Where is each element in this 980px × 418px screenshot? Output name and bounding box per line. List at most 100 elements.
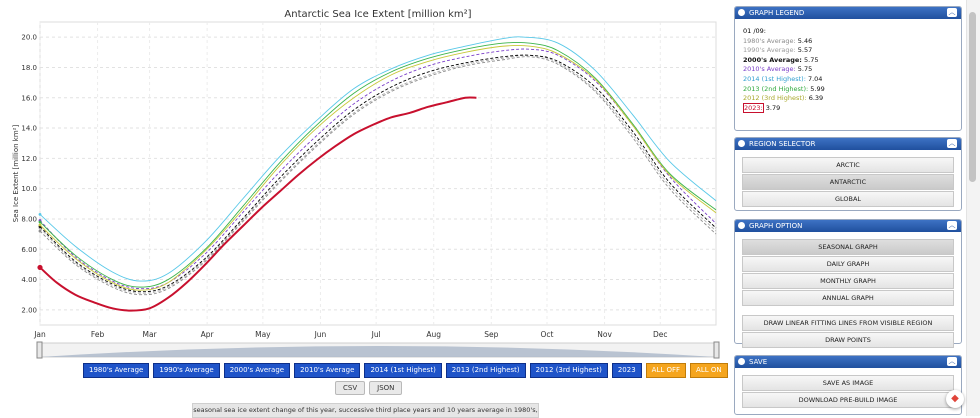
legend-panel: GRAPH LEGEND ︿ 01 /09: 1980's Average: 5…: [734, 6, 962, 131]
chart-title: Antarctic Sea Ice Extent [million km²]: [284, 9, 471, 20]
x-tick-label: May: [255, 330, 271, 339]
legend-item-value: 5.75: [801, 55, 819, 64]
legend-item: 2014 (1st Highest): 7.04: [743, 75, 953, 85]
assistant-icon[interactable]: ◆: [946, 390, 964, 408]
region-list: ARCTIC ANTARCTIC GLOBAL: [735, 150, 961, 207]
legend-item-label: 2014 (1st Highest):: [743, 74, 806, 83]
json-export-button[interactable]: JSON: [369, 381, 403, 395]
legend-item-label: 2012 (3rd Highest):: [743, 94, 807, 103]
graph-option-button[interactable]: DAILY GRAPH: [742, 256, 954, 272]
chevron-up-icon[interactable]: ︿: [947, 8, 957, 17]
series-toggle-button[interactable]: 2000's Average: [223, 363, 291, 378]
legend-item-value: 6.39: [806, 94, 824, 103]
region-button-global[interactable]: GLOBAL: [742, 191, 954, 207]
series-line-1990-s-average: [39, 54, 717, 294]
legend-item: 2000's Average: 5.75: [743, 56, 953, 66]
series-line-2013-2nd-highest-: [39, 41, 717, 288]
series-toggle-button[interactable]: 2014 (1st Highest): [364, 363, 442, 378]
graph-option-extra-button[interactable]: DRAW LINEAR FITTING LINES FROM VISIBLE R…: [742, 315, 954, 331]
x-tick-label: Oct: [541, 330, 554, 339]
legend-item-label: 2010's Average:: [743, 65, 796, 74]
series-line-2014-1st-highest-: [39, 36, 717, 282]
save-panel-header[interactable]: SAVE ︿: [735, 356, 961, 368]
region-button-arctic[interactable]: ARCTIC: [742, 157, 954, 173]
legend-item: 2010's Average: 5.75: [743, 65, 953, 75]
legend-panel-header[interactable]: GRAPH LEGEND ︿: [735, 7, 961, 19]
legend-item: 2013 (2nd Highest): 5.99: [743, 85, 953, 95]
region-selector-header[interactable]: REGION SELECTOR ︿: [735, 138, 961, 150]
chevron-up-icon[interactable]: ︿: [947, 139, 957, 148]
series-toggle-button[interactable]: 2023: [611, 363, 642, 378]
series-toggle-button[interactable]: 2010's Average: [294, 363, 361, 378]
range-slider-right-handle: [713, 341, 720, 359]
y-tick-label: 18.0: [21, 64, 37, 72]
legend-item-value: 5.57: [795, 46, 813, 55]
region-button-antarctic[interactable]: ANTARCTIC: [742, 174, 954, 190]
x-tick-label: Aug: [426, 330, 441, 339]
graph-option-button[interactable]: ANNUAL GRAPH: [742, 290, 954, 306]
csv-export-button[interactable]: CSV: [335, 381, 366, 395]
graph-option-extra-button[interactable]: DRAW POINTS: [742, 332, 954, 348]
series-line-2000-s-average: [39, 54, 717, 293]
legend-item-value: 3.79: [763, 103, 781, 112]
series-toggle-button[interactable]: 2013 (2nd Highest): [445, 363, 526, 378]
x-tick-label: Jan: [33, 330, 46, 339]
legend-item-label: 2023:: [743, 102, 764, 113]
x-tick-label: Nov: [597, 330, 612, 339]
chart-area: 2.00 4.00 6.00 8.00 10.0 12.0 14.0 16.0 18.0 20.0…: [12, 9, 720, 359]
plot-area: [39, 21, 717, 326]
series-toggle-bar: 1980's Average 1990's Average 2000's Avera…: [83, 363, 728, 378]
y-tick-label: 12.0: [21, 155, 37, 163]
series-start-point: [38, 223, 42, 227]
series-start-point: [38, 229, 42, 233]
save-panel: SAVE ︿ SAVE AS IMAGE DOWNLOAD PRE-BUILD I…: [734, 355, 962, 415]
save-button[interactable]: DOWNLOAD PRE-BUILD IMAGE: [742, 392, 954, 408]
legend-item-label: 1990's Average:: [743, 46, 796, 55]
bullet-icon: [738, 140, 745, 147]
chevron-up-icon[interactable]: ︿: [947, 357, 957, 366]
option-list: SEASONAL GRAPH DAILY GRAPH MONTHLY GRAPH AN…: [735, 232, 961, 306]
series-toggle-button[interactable]: 2012 (3rd Highest): [529, 363, 608, 378]
range-slider-left-handle: [36, 341, 43, 359]
save-button[interactable]: SAVE AS IMAGE: [742, 375, 954, 391]
bullet-icon: [738, 222, 745, 229]
series-toggle-button[interactable]: 1980's Average: [83, 363, 150, 378]
legend-item-label: 1980's Average:: [743, 36, 796, 45]
series-toggle-button[interactable]: ALL ON: [690, 363, 728, 378]
scrollbar-thumb[interactable]: [969, 12, 976, 182]
legend-item: 1980's Average: 5.46: [743, 37, 953, 47]
x-tick-label: Jun: [314, 330, 327, 339]
legend-item: 2012 (3rd Highest): 6.39: [743, 94, 953, 104]
series-toggle-button[interactable]: 1990's Average: [153, 363, 220, 378]
graph-option-header[interactable]: GRAPH OPTION ︿: [735, 220, 961, 232]
graph-option-button[interactable]: SEASONAL GRAPH: [742, 239, 954, 255]
legend-item: 2023: 3.79: [743, 102, 953, 114]
option-extra-list: DRAW LINEAR FITTING LINES FROM VISIBLE R…: [735, 307, 961, 348]
series-toggle-button[interactable]: ALL OFF: [645, 363, 687, 378]
graph-option-button[interactable]: MONTHLY GRAPH: [742, 273, 954, 289]
chevron-up-icon[interactable]: ︿: [947, 221, 957, 230]
x-tick-label: Dec: [653, 330, 668, 339]
save-list: SAVE AS IMAGE DOWNLOAD PRE-BUILD IMAGE: [735, 368, 961, 408]
series-line-2010-s-average: [39, 48, 717, 290]
sea-ice-chart: 2.00 4.00 6.00 8.00 10.0 12.0 14.0 16.0 18.0 20.0…: [12, 9, 720, 359]
series-line-1980-s-average: [39, 56, 717, 296]
x-tick-label: Sep: [484, 330, 498, 339]
y-tick-label: 10.0: [21, 185, 37, 193]
x-tick-label: Feb: [91, 330, 105, 339]
bullet-icon: [738, 9, 745, 16]
bullet-icon: [738, 358, 745, 365]
series-start-point: [37, 264, 43, 271]
y-tick-label: 4.00: [21, 276, 37, 284]
y-tick-label: 14.0: [21, 125, 37, 133]
legend-body: 01 /09: 1980's Average: 5.46 1990's Avera…: [735, 19, 961, 113]
legend-date: 01 /09:: [743, 27, 766, 35]
series-start-point: [38, 220, 42, 224]
x-tick-label: Jul: [371, 330, 381, 339]
range-slider-preview: [40, 346, 716, 357]
x-tick-label: Apr: [201, 330, 215, 339]
series-start-point: [38, 213, 42, 216]
export-bar: CSV JSON: [335, 381, 403, 395]
series-line-2023: [39, 96, 477, 312]
y-tick-label: 16.0: [21, 94, 37, 102]
